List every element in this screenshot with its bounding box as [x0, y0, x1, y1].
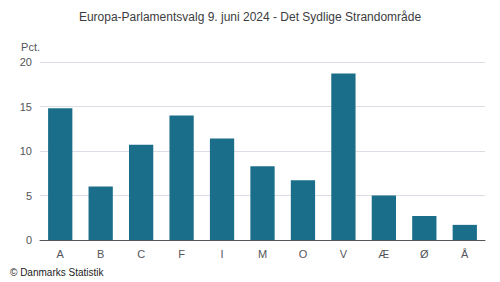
svg-text:Ø: Ø	[420, 248, 429, 260]
svg-text:I: I	[221, 248, 224, 260]
svg-text:A: A	[57, 248, 65, 260]
svg-text:B: B	[97, 248, 104, 260]
svg-text:Europa-Parlamentsvalg 9. juni: Europa-Parlamentsvalg 9. juni 2024 - Det…	[79, 10, 422, 24]
svg-text:5: 5	[26, 190, 32, 202]
svg-text:M: M	[258, 248, 267, 260]
svg-text:Å: Å	[461, 248, 469, 260]
svg-text:0: 0	[26, 234, 32, 246]
svg-text:20: 20	[20, 56, 32, 68]
svg-text:O: O	[299, 248, 308, 260]
svg-text:10: 10	[20, 145, 32, 157]
svg-text:© Danmarks Statistik: © Danmarks Statistik	[10, 267, 105, 278]
svg-text:15: 15	[20, 101, 32, 113]
svg-text:V: V	[340, 248, 348, 260]
svg-text:C: C	[137, 248, 145, 260]
svg-text:Æ: Æ	[378, 248, 389, 260]
svg-text:F: F	[178, 248, 185, 260]
svg-text:Pct.: Pct.	[21, 41, 40, 53]
